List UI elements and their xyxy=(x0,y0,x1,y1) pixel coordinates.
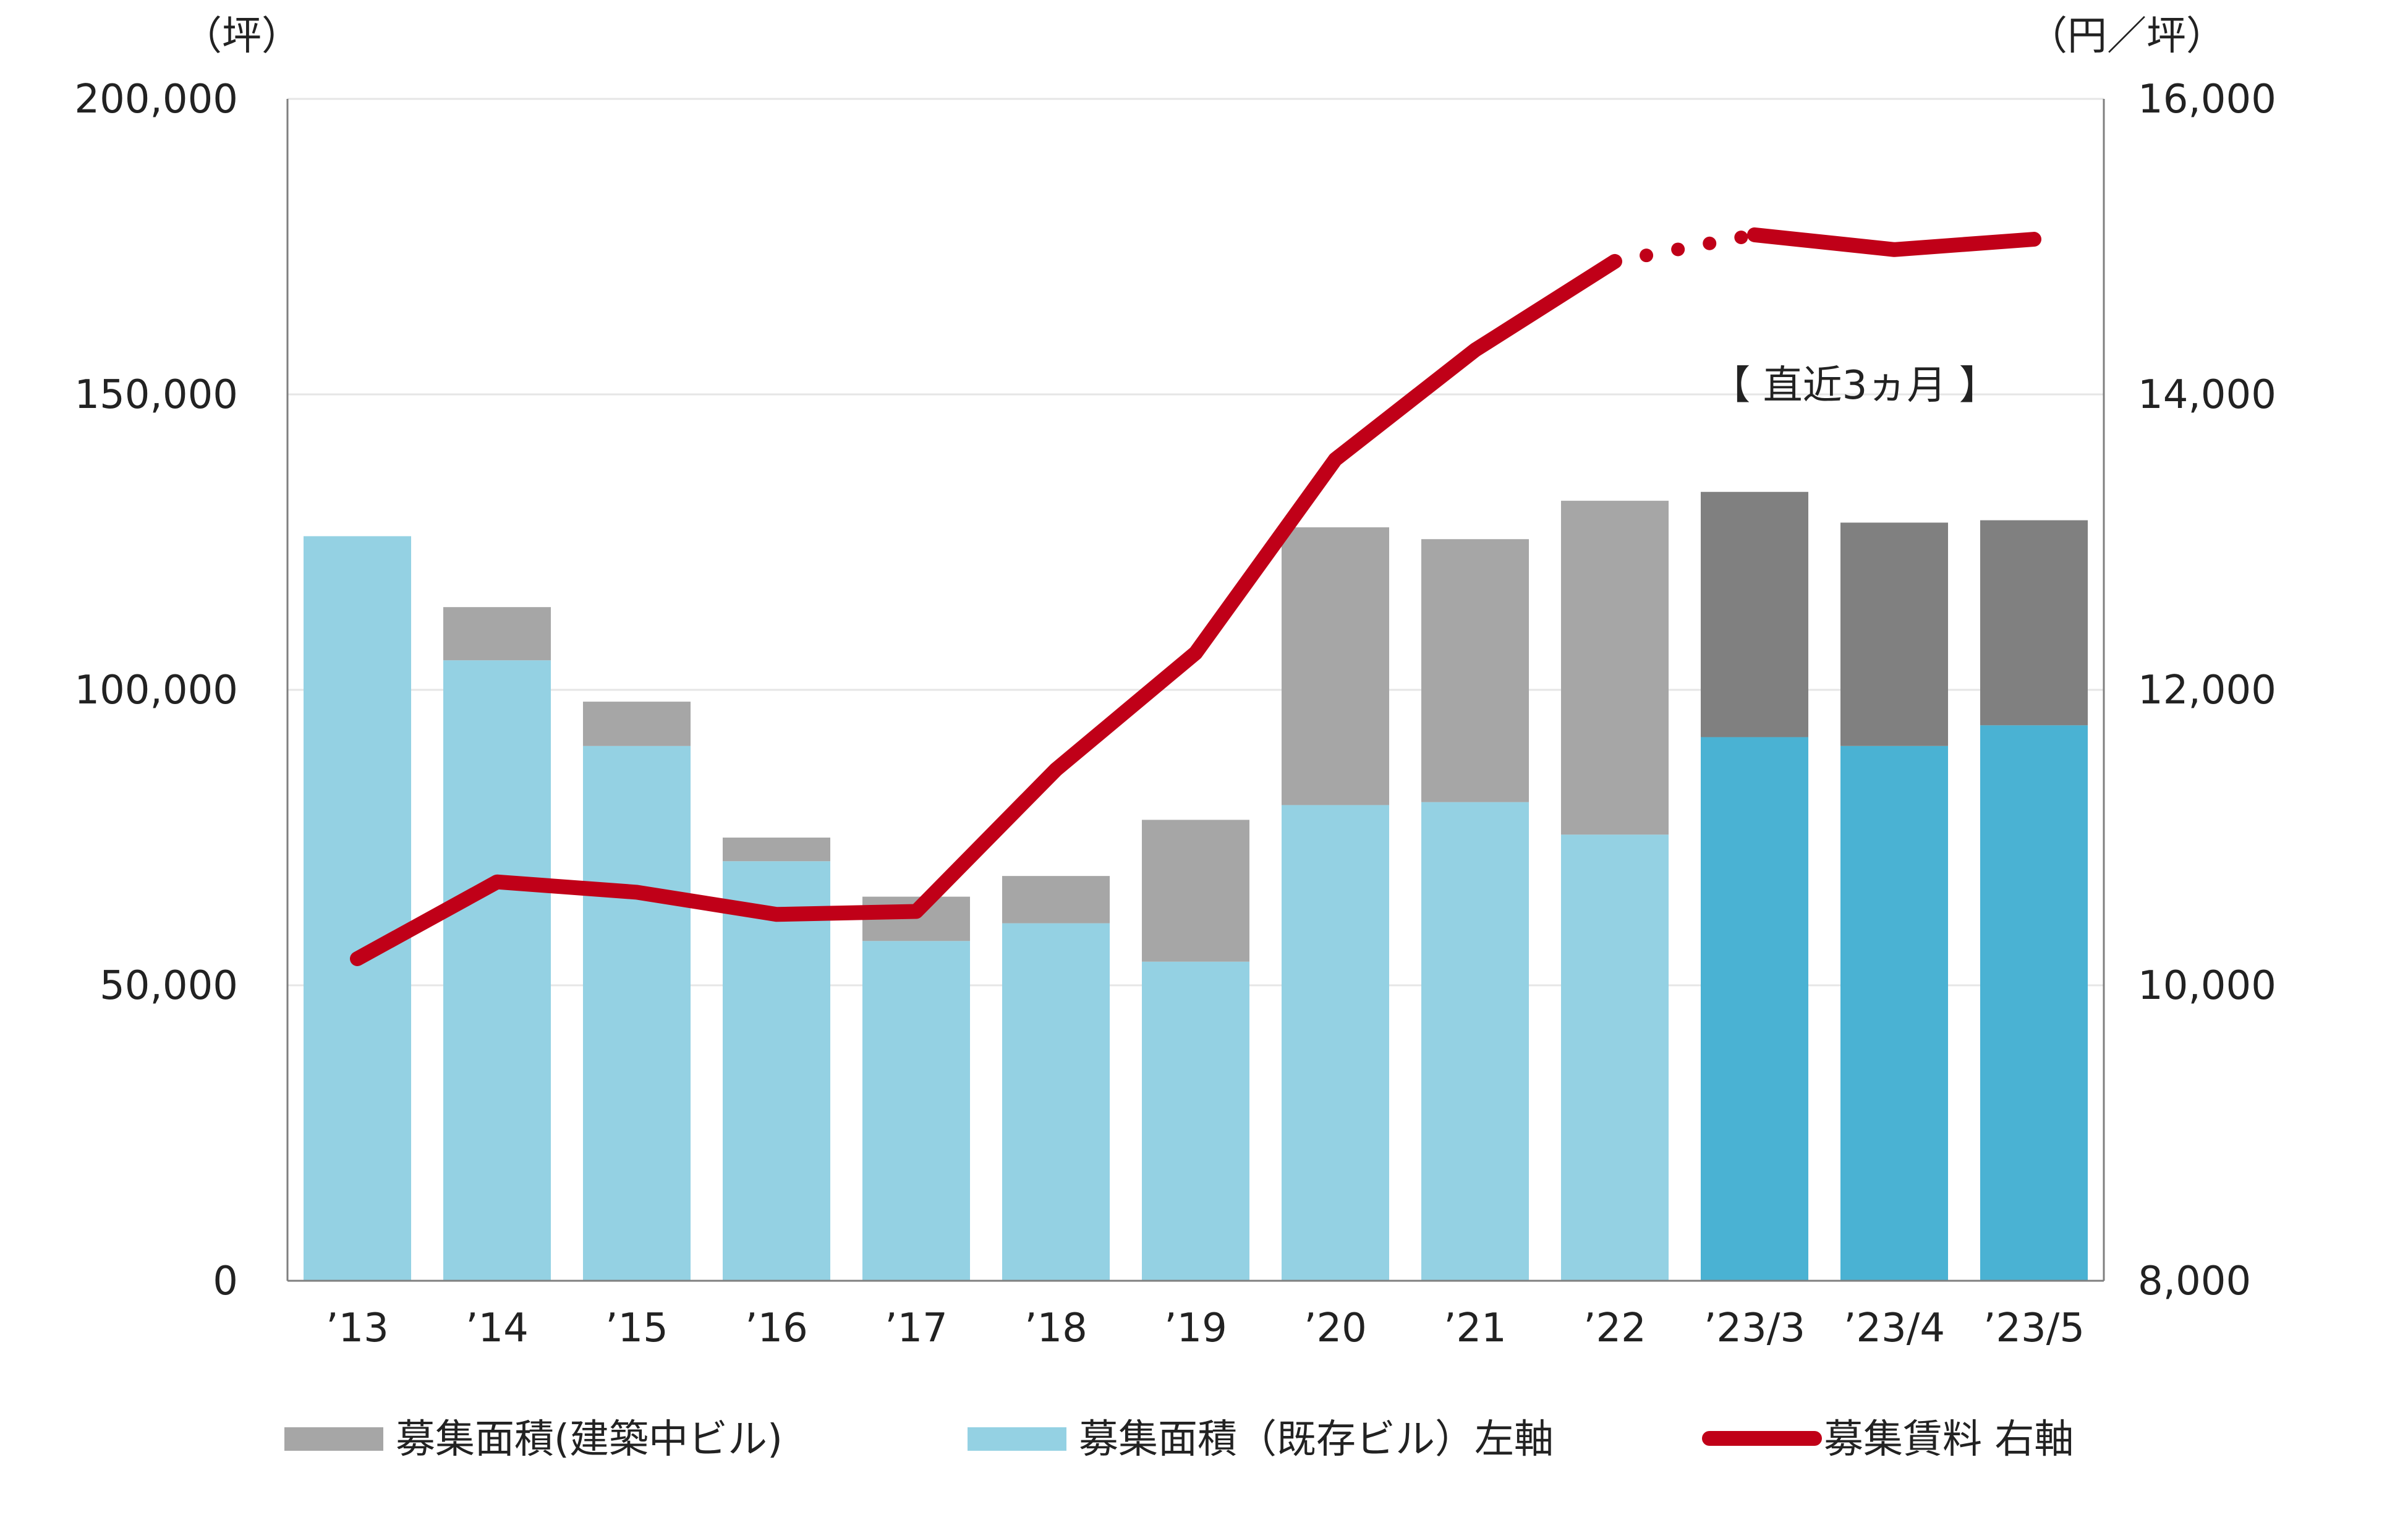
y-left-tick-label: 150,000 xyxy=(74,372,238,418)
y-right-tick-label: 16,000 xyxy=(2138,77,2276,122)
bar-existing xyxy=(1141,961,1250,1281)
right-axis-unit: （円／坪） xyxy=(2028,14,2226,59)
x-tick-label: ’18 xyxy=(1024,1306,1087,1351)
bars xyxy=(303,491,2088,1281)
bar-existing xyxy=(582,745,691,1281)
legend-swatch-construction xyxy=(284,1427,383,1451)
x-tick-label: ’19 xyxy=(1164,1306,1227,1351)
x-tick-label: ’23/4 xyxy=(1844,1306,1945,1351)
legend-item-construction: 募集面積(建築中ビル) xyxy=(284,1417,783,1463)
left-axis-unit: （坪） xyxy=(182,14,301,59)
legend: 募集面積(建築中ビル) 募集面積（既存ビル）左軸 募集賃料 右軸 xyxy=(284,1417,2074,1463)
x-tick-label: ’21 xyxy=(1444,1306,1507,1351)
bar-existing xyxy=(1421,802,1529,1281)
bar-construction xyxy=(443,607,551,661)
bar-existing xyxy=(1980,725,2088,1281)
x-tick-label: ’15 xyxy=(605,1306,668,1351)
bar-construction xyxy=(722,838,831,862)
y-right-tick-label: 8,000 xyxy=(2138,1259,2251,1304)
bar-construction xyxy=(1421,539,1529,802)
bar-existing xyxy=(303,536,412,1281)
bar-existing xyxy=(1560,834,1669,1281)
bar-existing xyxy=(862,941,971,1281)
x-tick-label: ’23/3 xyxy=(1704,1306,1805,1351)
bar-construction xyxy=(1560,501,1669,835)
x-tick-label: ’14 xyxy=(466,1306,529,1351)
bar-existing xyxy=(1281,805,1390,1281)
y-left-tick-label: 200,000 xyxy=(74,77,238,122)
bar-construction xyxy=(1281,527,1390,805)
rent-line-recent xyxy=(1747,227,2041,257)
x-tick-label: ’17 xyxy=(885,1306,948,1351)
axes xyxy=(286,99,2105,1282)
y-right-tick-label: 14,000 xyxy=(2138,372,2276,418)
x-tick-label: ’23/5 xyxy=(1983,1306,2085,1351)
bar-construction xyxy=(582,702,691,746)
rent-line xyxy=(350,227,2041,966)
y-right-tick-label: 12,000 xyxy=(2138,668,2276,713)
x-tick-label: ’16 xyxy=(745,1306,808,1351)
bar-existing xyxy=(443,660,551,1281)
x-tick-label: ’22 xyxy=(1583,1306,1646,1351)
legend-swatch-existing xyxy=(968,1427,1066,1451)
legend-item-rent: 募集賃料 右軸 xyxy=(1702,1417,2074,1463)
bar-existing xyxy=(1840,745,1949,1281)
legend-label-existing: 募集面積（既存ビル）左軸 xyxy=(1079,1417,1554,1463)
bar-construction xyxy=(1141,820,1250,962)
x-tick-label: ’20 xyxy=(1304,1306,1367,1351)
rent-line-dotted-bridge xyxy=(1608,227,1761,268)
recent-3-months-annotation: 【 直近3ヵ月 】 xyxy=(1711,363,1998,409)
legend-label-construction: 募集面積(建築中ビル) xyxy=(396,1417,783,1463)
y-right-tick-label: 10,000 xyxy=(2138,963,2276,1009)
y-left-tick-label: 100,000 xyxy=(74,668,238,713)
bar-construction xyxy=(1700,491,1809,737)
rent-line-annual xyxy=(350,253,1622,966)
bar-existing xyxy=(722,861,831,1281)
bar-existing xyxy=(1002,923,1110,1281)
y-left-tick-label: 0 xyxy=(213,1259,238,1304)
legend-label-rent: 募集賃料 右軸 xyxy=(1824,1417,2074,1463)
x-tick-label: ’13 xyxy=(326,1306,389,1351)
legend-item-existing: 募集面積（既存ビル）左軸 xyxy=(968,1417,1554,1463)
bar-construction xyxy=(1002,876,1110,923)
bar-existing xyxy=(1700,737,1809,1281)
y-left-tick-label: 50,000 xyxy=(100,963,238,1009)
axis-labels: （坪） （円／坪） 【 直近3ヵ月 】 0 8,000 50,000 10,000 10… xyxy=(74,14,2276,1351)
bar-construction xyxy=(1840,522,1949,746)
bar-construction xyxy=(1980,520,2088,726)
